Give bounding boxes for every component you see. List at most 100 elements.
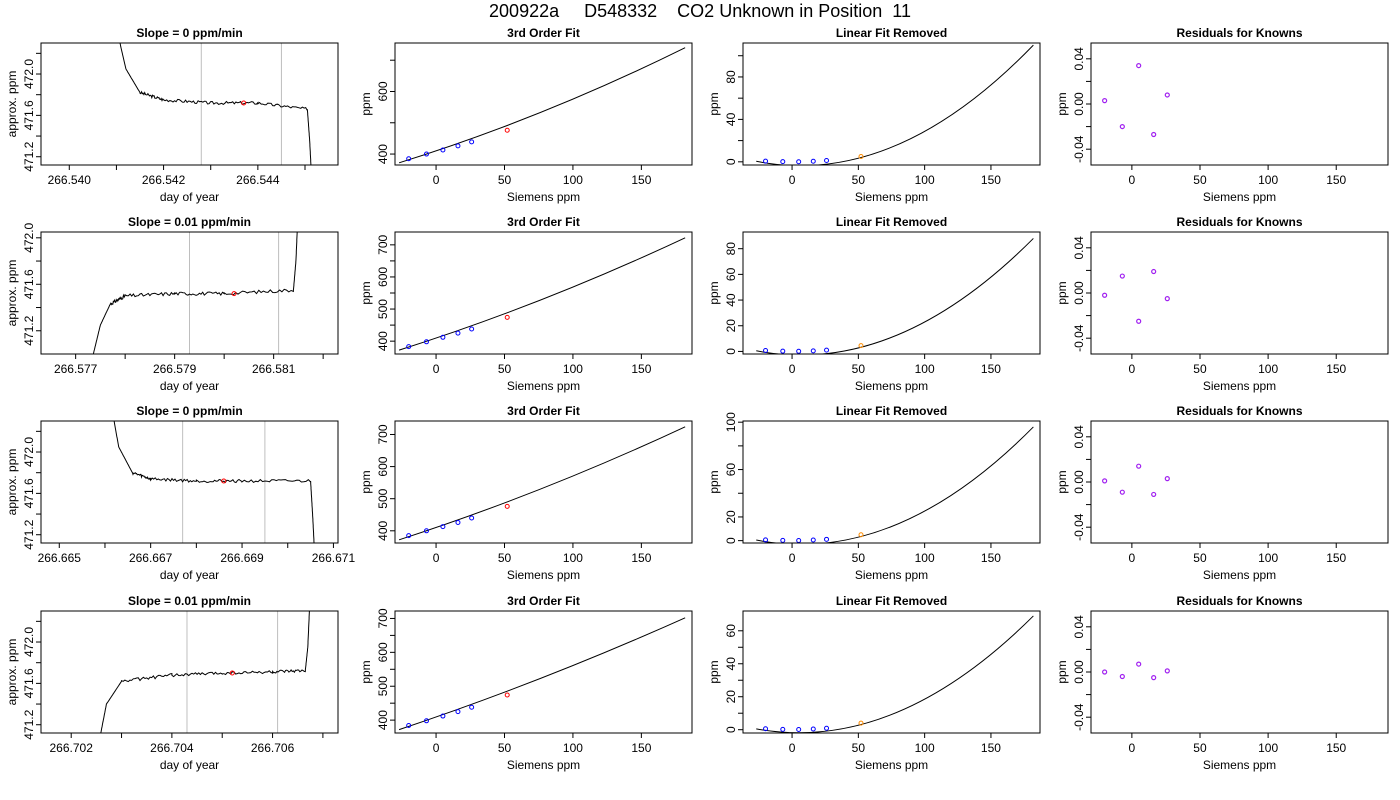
- plot-frame: [40, 420, 339, 544]
- known-point-3: [455, 143, 461, 149]
- y-tick-label-4: 472.0: [22, 222, 36, 252]
- y-tick-label-2: 471.6: [22, 478, 36, 508]
- known-point-2: [796, 159, 802, 165]
- x-tick-label-3: 150: [1326, 741, 1346, 755]
- y-axis-label: ppm: [1055, 470, 1069, 493]
- known-point-4: [469, 704, 475, 710]
- residual-point-3: [1151, 268, 1157, 275]
- x-tick-label-2: 100: [915, 362, 935, 376]
- x-tick-label-2: 100: [563, 362, 583, 376]
- plot-frame: [394, 42, 693, 166]
- x-tick-label-0: 266.540: [48, 173, 92, 187]
- y-tick-label-4: 472.0: [22, 437, 36, 467]
- y-tick-label-0: 0: [724, 158, 738, 165]
- y-axis-label: ppm: [1055, 92, 1069, 115]
- residual-point-4: [1164, 668, 1170, 674]
- unknown-point: [504, 503, 510, 509]
- x-axis-label: Siemens ppm: [507, 568, 580, 582]
- plot-frame: [394, 231, 693, 355]
- average-marker: [241, 100, 247, 106]
- x-tick-label-0: 0: [789, 362, 796, 376]
- x-tick-label-2: 266.579: [153, 362, 197, 376]
- y-axis-label: ppm: [707, 660, 721, 683]
- known-point-2: [796, 348, 802, 354]
- average-marker: [231, 291, 237, 297]
- x-tick-label-3: 150: [981, 362, 1001, 376]
- panel-title: Slope = 0.01 ppm/min: [128, 594, 251, 608]
- known-point-4: [469, 139, 475, 145]
- x-tick-label-0: 0: [789, 173, 796, 187]
- residual-point-3: [1151, 131, 1157, 138]
- plot-frame: [1090, 231, 1389, 355]
- x-tick-label-2: 100: [1258, 551, 1278, 565]
- x-tick-label-0: 0: [1129, 173, 1136, 187]
- y-axis-label: ppm: [1055, 660, 1069, 683]
- known-point-0: [406, 344, 412, 350]
- fit-curve: [756, 615, 1034, 733]
- known-point-0: [763, 158, 769, 164]
- residual-point-2: [1136, 62, 1142, 69]
- x-tick-label-1: 50: [498, 173, 512, 187]
- x-tick-label-1: 50: [1193, 173, 1207, 187]
- known-point-2: [440, 147, 446, 153]
- known-point-2: [440, 524, 446, 530]
- plot-frame: [742, 42, 1041, 166]
- average-marker: [221, 478, 227, 484]
- x-tick-label-0: 266.702: [50, 741, 94, 755]
- y-tick-label-3: 60: [724, 463, 738, 477]
- x-axis-label: day of year: [160, 758, 219, 772]
- x-tick-label-0: 266.577: [54, 362, 98, 376]
- y-tick-label-1: 500: [376, 488, 390, 508]
- data-area: [1102, 62, 1170, 138]
- y-axis-label: approx. ppm: [5, 639, 19, 706]
- x-tick-label-3: 150: [981, 551, 1001, 565]
- panel-0-3: Residuals for Knowns 0 50 100 150 -0.04 0.00 0.…: [1055, 26, 1389, 204]
- data-area: [398, 237, 686, 351]
- x-tick-label-0: 0: [433, 551, 440, 565]
- fit-curve: [756, 44, 1034, 165]
- x-tick-label-1: 50: [1193, 551, 1207, 565]
- x-tick-label-1: 50: [852, 173, 866, 187]
- y-tick-label-0: 471.2: [22, 519, 36, 549]
- x-axis-label: Siemens ppm: [855, 758, 928, 772]
- x-tick-label-0: 0: [433, 741, 440, 755]
- x-tick-label-1: 50: [852, 362, 866, 376]
- known-point-1: [780, 726, 786, 732]
- known-point-4: [824, 347, 830, 353]
- y-tick-label-1: 20: [724, 510, 738, 524]
- fit-curve: [398, 237, 686, 351]
- known-point-4: [824, 536, 830, 542]
- panel-2-1: 3rd Order Fit 0 50 100 150 400 500 600 700 Siemen…: [359, 404, 693, 582]
- unknown-point: [858, 154, 864, 160]
- x-axis-label: Siemens ppm: [507, 190, 580, 204]
- y-axis-label: approx. ppm: [5, 449, 19, 516]
- x-tick-label-4: 266.706: [251, 741, 295, 755]
- y-tick-label-6: 60: [724, 624, 738, 638]
- unknown-point: [504, 314, 510, 320]
- y-tick-label-0: 400: [376, 331, 390, 351]
- y-tick-label-2: 0.00: [1072, 92, 1086, 116]
- x-tick-label-0: 0: [433, 173, 440, 187]
- panel-title: Slope = 0 ppm/min: [136, 26, 242, 40]
- average-marker: [229, 670, 235, 676]
- x-tick-label-2: 266.667: [129, 551, 173, 565]
- y-tick-label-2: 500: [376, 676, 390, 696]
- x-tick-label-3: 150: [981, 173, 1001, 187]
- y-tick-label-2: 20: [724, 690, 738, 704]
- panel-title: 3rd Order Fit: [507, 404, 580, 418]
- y-tick-label-4: 0.04: [1072, 47, 1086, 71]
- y-axis-label: ppm: [359, 92, 373, 115]
- panel-title: Slope = 0.01 ppm/min: [128, 215, 251, 229]
- panel-title: 3rd Order Fit: [507, 215, 580, 229]
- x-tick-label-2: 100: [915, 551, 935, 565]
- y-tick-label-0: 400: [376, 520, 390, 540]
- x-axis-label: day of year: [160, 568, 219, 582]
- y-tick-label-2: 40: [724, 293, 738, 307]
- y-axis-label: ppm: [707, 470, 721, 493]
- panel-3-2: Linear Fit Removed 0 50 100 150 0 20 40 60 Siemen…: [707, 594, 1041, 772]
- plot-frame: [40, 610, 339, 734]
- x-axis-label: Siemens ppm: [1203, 568, 1276, 582]
- y-tick-label-0: -0.04: [1072, 135, 1086, 163]
- known-point-1: [423, 339, 429, 345]
- y-tick-label-2: 40: [724, 112, 738, 126]
